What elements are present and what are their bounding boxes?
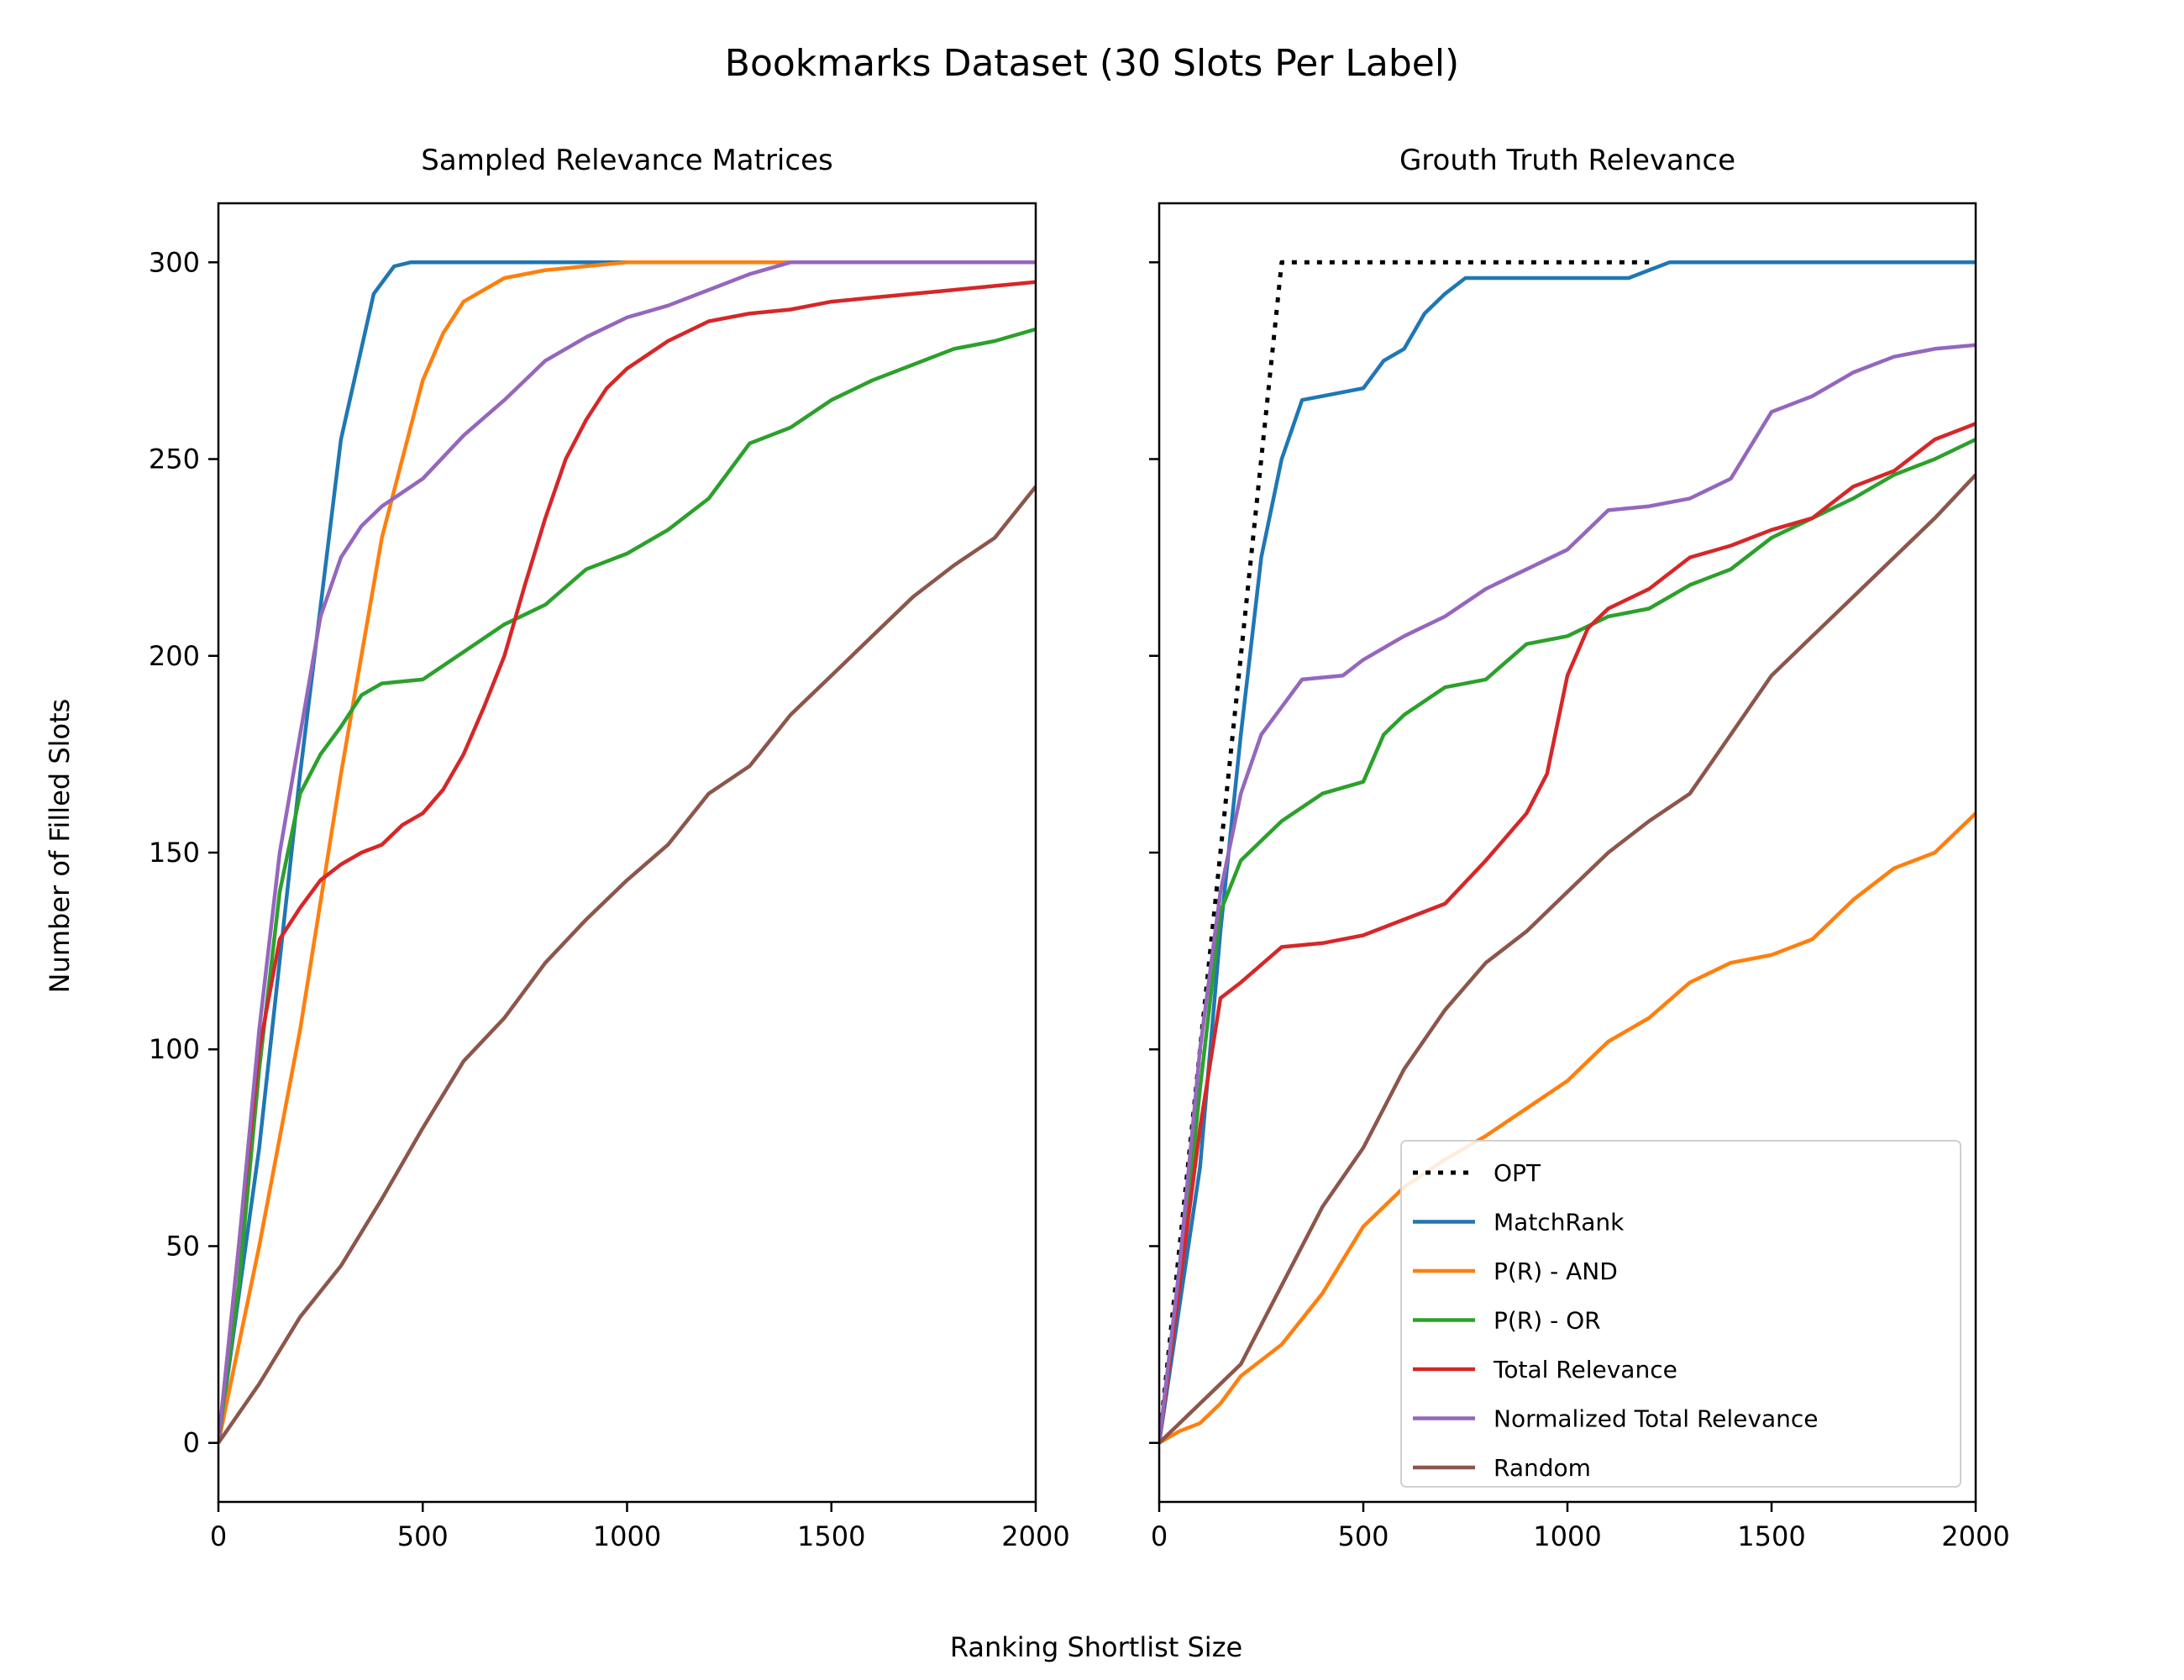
y-tick-label: 150 (149, 837, 200, 869)
series-line-random (1159, 473, 1976, 1445)
series-line-p-r-and (1159, 811, 1976, 1445)
y-tick-label: 300 (149, 246, 200, 278)
y-tick-label: 100 (149, 1033, 200, 1065)
y-tick-label: 50 (165, 1230, 200, 1262)
x-tick-label: 500 (397, 1520, 449, 1552)
panel-title: Sampled Relevance Matrices (421, 144, 832, 177)
series-line-matchrank (218, 260, 1036, 1444)
legend-label-normalized-total-relevance: Normalized Total Relevance (1494, 1405, 1819, 1433)
legend-label-opt: OPT (1494, 1159, 1541, 1187)
x-tick-label: 1500 (797, 1520, 865, 1552)
series-line-random (218, 485, 1036, 1444)
x-tick-label: 1500 (1737, 1520, 1805, 1552)
series-line-total-relevance (218, 280, 1036, 1443)
panel-title: Grouth Truth Relevance (1399, 144, 1735, 177)
legend: OPT MatchRank P(R) - AND P(R) - OR Total Rel… (1400, 1140, 1961, 1488)
x-tick-label: 500 (1337, 1520, 1389, 1552)
series-line-p-r-and (218, 260, 1036, 1444)
x-tick-label: 2000 (1001, 1520, 1069, 1552)
legend-label-p-r-or: P(R) - OR (1494, 1307, 1601, 1335)
right-panel: Grouth Truth Relevance 0 500 1000 1500 2000 OP… (1149, 144, 2010, 1552)
axes-frame (217, 202, 1037, 1504)
legend-box (1400, 1140, 1961, 1488)
series-line-matchrank (1159, 260, 1976, 1444)
y-tick-label: 200 (149, 640, 200, 672)
series-line-normalized-total-relevance (1159, 343, 1976, 1443)
y-axis-label: Number of Filled Slots (44, 699, 76, 994)
series-line-normalized-total-relevance (218, 260, 1036, 1443)
legend-label-total-relevance: Total Relevance (1493, 1356, 1677, 1383)
series-line-total-relevance (1159, 422, 1976, 1443)
y-tick-label: 0 (183, 1427, 200, 1459)
legend-label-random: Random (1494, 1454, 1591, 1482)
x-axis-label: Ranking Shortlist Size (950, 1631, 1242, 1663)
figure-title: Bookmarks Dataset (30 Slots Per Label) (725, 42, 1459, 85)
x-tick-label: 1000 (1533, 1520, 1601, 1552)
x-tick-label: 0 (1151, 1520, 1168, 1552)
x-tick-label: 1000 (593, 1520, 661, 1552)
x-tick-label: 2000 (1941, 1520, 2009, 1552)
series-line-p-r-or (218, 327, 1036, 1443)
legend-label-p-r-and: P(R) - AND (1494, 1257, 1618, 1285)
y-tick-label: 250 (149, 444, 200, 475)
x-tick-label: 0 (210, 1520, 227, 1552)
legend-label-matchrank: MatchRank (1494, 1209, 1625, 1236)
